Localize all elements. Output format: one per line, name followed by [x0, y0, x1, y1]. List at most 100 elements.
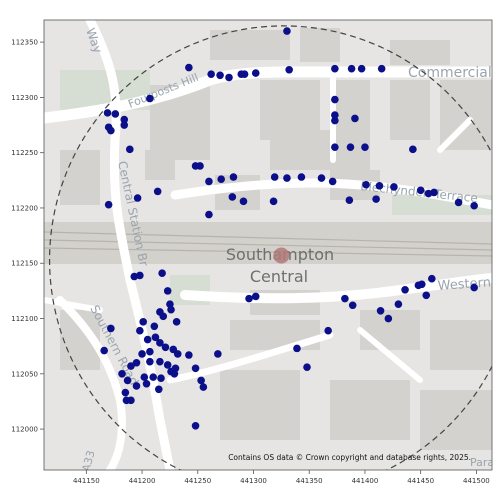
data-point [104, 200, 113, 209]
y-tick-label: 112000 [11, 426, 38, 434]
data-point [142, 379, 151, 388]
data-point [347, 64, 356, 73]
data-point [454, 198, 463, 207]
data-point [143, 335, 152, 344]
data-point [328, 177, 337, 186]
data-point [172, 318, 181, 326]
plot-frame [43, 19, 493, 471]
y-tick-label: 112100 [11, 315, 38, 323]
data-point [127, 362, 135, 370]
radius-circle [49, 25, 492, 470]
data-point [303, 363, 311, 371]
data-point [216, 71, 224, 80]
data-point [118, 370, 126, 378]
data-point [138, 350, 146, 358]
data-point [377, 64, 386, 73]
data-point [424, 189, 433, 198]
data-point [417, 280, 426, 289]
data-point [376, 306, 385, 315]
data-point [159, 312, 168, 321]
data-point [361, 143, 369, 151]
data-point [140, 373, 149, 381]
data-point [151, 333, 160, 342]
map-label-station-line2: Central [250, 267, 308, 286]
data-point [185, 63, 193, 72]
x-axis: 441150 441200 441250 441300 441350 441400 4414… [73, 470, 490, 485]
data-point [158, 269, 166, 277]
x-tick-label: 441350 [296, 477, 323, 485]
data-point [100, 346, 108, 355]
x-tick-label: 441400 [352, 477, 379, 485]
x-tick-label: 441500 [463, 477, 490, 485]
data-point [470, 201, 478, 210]
data-point [229, 173, 238, 181]
data-point [251, 69, 260, 77]
x-tick-label: 441450 [407, 477, 434, 485]
data-point [362, 180, 370, 189]
data-point [146, 347, 154, 356]
data-point [167, 305, 175, 314]
y-tick-label: 112050 [11, 370, 38, 378]
station-marker [273, 247, 290, 264]
data-point [422, 291, 431, 300]
data-point [173, 350, 182, 358]
data-point [428, 274, 436, 283]
data-point [161, 343, 170, 352]
x-tick-label: 441200 [129, 477, 156, 485]
data-point [348, 301, 357, 310]
data-point [372, 195, 380, 203]
data-point [351, 114, 359, 123]
attribution-text: Contains OS data © Crown copyright and d… [228, 453, 471, 462]
data-point [331, 95, 339, 104]
data-point [156, 339, 164, 347]
data-point [136, 326, 144, 335]
data-point [120, 115, 129, 124]
data-point [390, 183, 398, 191]
map-label-western: Western [437, 275, 491, 294]
data-point [357, 64, 366, 73]
data-point [217, 175, 225, 184]
data-point [331, 111, 339, 119]
data-point [191, 421, 200, 430]
data-point [149, 373, 158, 381]
data-point [133, 194, 142, 202]
points-layer [100, 27, 478, 430]
data-point [283, 174, 291, 182]
data-point [341, 294, 349, 303]
data-point [225, 73, 233, 82]
data-point [126, 145, 134, 154]
map-label-parade: Parade [470, 456, 504, 469]
data-point [470, 283, 478, 292]
data-point [207, 70, 215, 78]
data-point [297, 173, 306, 181]
x-tick-label: 441250 [184, 477, 211, 485]
data-point [185, 351, 193, 359]
data-point [317, 174, 326, 182]
data-point [136, 271, 144, 280]
data-point [132, 358, 141, 367]
data-point [154, 385, 163, 394]
data-point [293, 344, 301, 353]
data-point [401, 285, 409, 294]
data-point [240, 70, 249, 78]
data-point [146, 357, 154, 366]
data-point [163, 287, 172, 295]
data-point [409, 145, 417, 154]
data-point [120, 121, 129, 129]
data-point [331, 116, 339, 125]
data-point [103, 109, 112, 117]
y-tick-label: 112150 [11, 260, 38, 268]
data-point [123, 376, 132, 385]
data-point [199, 383, 208, 391]
data-point [127, 396, 135, 405]
data-point [139, 318, 147, 326]
data-point [205, 210, 213, 219]
data-point [239, 197, 248, 206]
data-point [157, 374, 165, 383]
y-tick-label: 112200 [11, 204, 38, 212]
data-point [191, 364, 200, 373]
data-point [107, 126, 115, 135]
x-tick-label: 441150 [73, 477, 100, 485]
data-point [394, 300, 403, 308]
